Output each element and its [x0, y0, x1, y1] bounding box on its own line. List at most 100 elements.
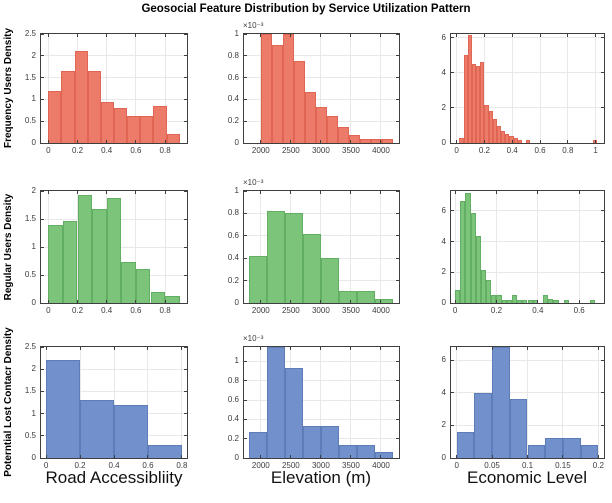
- tick-mark: [184, 274, 187, 276]
- tick-mark: [106, 140, 108, 143]
- tick-mark: [396, 55, 399, 57]
- tick-mark: [290, 34, 292, 37]
- gridline: [456, 34, 458, 143]
- histogram-bar: [467, 34, 472, 143]
- histogram-bar: [374, 298, 393, 303]
- tick-mark: [41, 98, 44, 100]
- tick-mark: [113, 455, 115, 458]
- y-tick-label: 0: [234, 138, 239, 147]
- gridline: [41, 368, 187, 370]
- histogram-bar: [563, 299, 569, 303]
- histogram-bar: [135, 269, 151, 303]
- y-tick-label: 0: [441, 298, 446, 307]
- tick-mark: [244, 120, 247, 122]
- histogram-bar: [92, 209, 107, 303]
- tick-mark: [244, 418, 247, 420]
- tick-mark: [244, 191, 247, 192]
- tick-mark: [511, 34, 513, 37]
- gridline: [106, 34, 108, 143]
- subplot-frequency-elevation: 2000 2500 3000 3500 4000 0 0.2 0.4 0.6 0.8 1 ×10⁻³: [228, 21, 400, 155]
- histogram-bar: [150, 291, 166, 303]
- tick-mark: [244, 142, 247, 143]
- histogram-bar: [548, 299, 554, 303]
- tick-mark: [567, 140, 569, 143]
- tick-mark: [451, 241, 454, 243]
- x-tick-label: 3000: [311, 306, 330, 315]
- tick-mark: [601, 392, 604, 394]
- tick-mark: [184, 98, 187, 100]
- tick-mark: [491, 347, 493, 350]
- tick-mark: [244, 98, 247, 100]
- y-tick-label: 1.5: [24, 72, 36, 82]
- histogram-bar: [165, 295, 180, 303]
- tick-mark: [567, 34, 569, 37]
- gridline: [164, 34, 166, 143]
- gridline: [320, 34, 322, 143]
- y-tick-label: 0.5: [24, 116, 36, 126]
- tick-mark: [320, 300, 322, 303]
- tick-mark: [147, 455, 149, 458]
- gridline: [380, 191, 382, 303]
- tick-mark: [396, 360, 399, 362]
- subplot-frequency-economic: 0 0.2 0.4 0.6 0.8 1 0 2 4 6: [442, 33, 605, 155]
- gridline: [41, 55, 187, 57]
- gridline: [539, 34, 541, 143]
- histogram-bar: [348, 135, 360, 143]
- tick-mark: [41, 77, 44, 79]
- tick-mark: [184, 368, 187, 370]
- y-tick-label: 0.8: [227, 208, 239, 218]
- tick-mark: [47, 140, 49, 143]
- y-tick-label: 2.5: [24, 29, 36, 38]
- tick-mark: [350, 34, 352, 37]
- histogram-bar: [506, 299, 512, 303]
- tick-mark: [601, 271, 604, 273]
- tick-mark: [260, 300, 262, 303]
- x-tick-label: 0: [46, 306, 51, 315]
- histogram-bar: [282, 34, 294, 143]
- gridline: [451, 271, 604, 273]
- histogram-bar: [356, 445, 375, 458]
- gridline: [527, 347, 528, 458]
- gridline: [597, 347, 599, 458]
- tick-mark: [184, 55, 187, 57]
- histogram-bar: [470, 213, 476, 303]
- y-tick-label: 1: [31, 408, 36, 418]
- subplot-regular-elevation: 2000 2500 3000 3500 4000 0 0.2 0.4 0.6 0.8 1 ×10⁻³: [228, 178, 400, 315]
- gridline: [567, 34, 569, 143]
- plot-area: [243, 190, 400, 304]
- tick-mark: [595, 140, 597, 143]
- tick-mark: [244, 360, 247, 362]
- histogram-bar: [517, 140, 522, 143]
- x-tick-label: 0: [454, 461, 459, 470]
- histogram-bar: [320, 426, 339, 458]
- subplot-lost-road: 0 0.2 0.4 0.6 0.8 0 0.5 1 1.5 2 2.5: [25, 342, 188, 470]
- y-tick-label: 0.5: [24, 430, 36, 440]
- subplot-frequency-road: 0 0.2 0.4 0.6 0.8 0 0.5 1 1.5 2 2.5: [25, 29, 188, 155]
- histogram-bar: [496, 294, 502, 303]
- histogram-bar: [509, 135, 514, 143]
- tick-mark: [396, 235, 399, 237]
- x-tick-label: 0.2: [478, 146, 490, 155]
- tick-mark: [244, 457, 247, 458]
- tick-mark: [184, 77, 187, 79]
- x-tick-label: 2000: [251, 306, 270, 315]
- gridline: [595, 34, 597, 143]
- gridline: [451, 359, 604, 361]
- histogram-bar: [147, 444, 182, 458]
- tick-mark: [320, 34, 322, 37]
- plot-area: [243, 346, 400, 459]
- gridline: [483, 34, 485, 143]
- tick-mark: [147, 347, 149, 350]
- y-tick-label: 0: [31, 453, 36, 462]
- gridline: [451, 72, 604, 74]
- gridline: [578, 191, 580, 303]
- y-tick-label: 0: [31, 298, 36, 307]
- col-label-economic-level: Economic Level: [466, 468, 587, 487]
- x-tick-label: 0.4: [101, 306, 113, 315]
- plot-area: [450, 346, 605, 459]
- tick-mark: [290, 191, 292, 194]
- tick-mark: [244, 257, 247, 259]
- y-tick-label: 0: [441, 453, 446, 462]
- tick-mark: [380, 455, 382, 458]
- x-tick-label: 0: [43, 461, 49, 470]
